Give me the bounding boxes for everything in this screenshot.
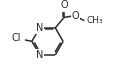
Text: CH₃: CH₃	[86, 16, 103, 25]
Text: N: N	[36, 50, 43, 60]
Text: O: O	[60, 0, 68, 10]
Text: O: O	[72, 11, 80, 21]
Text: Cl: Cl	[11, 33, 21, 43]
Text: N: N	[36, 23, 43, 33]
